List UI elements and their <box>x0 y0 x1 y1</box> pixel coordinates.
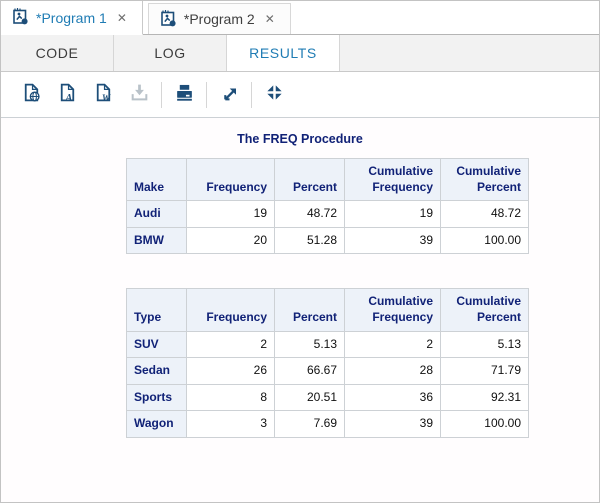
table-header-row: Type Frequency Percent Cumulative Freque… <box>126 288 529 332</box>
tab-program-1-close-icon[interactable]: ✕ <box>116 10 127 25</box>
tab-program-1[interactable]: *Program 1 ✕ <box>1 1 143 35</box>
row-header: Wagon <box>126 410 187 438</box>
cell-frequency: 19 <box>186 200 275 228</box>
cell-percent: 51.28 <box>274 226 345 255</box>
results-output-panel: The FREQ Procedure Make Frequency Percen… <box>1 118 599 502</box>
column-header: Type <box>126 288 187 332</box>
editor-subtab-bar: CODE LOG RESULTS <box>1 35 599 72</box>
tab-results[interactable]: RESULTS <box>227 35 340 71</box>
row-header: SUV <box>126 330 187 359</box>
cell-cumulative-percent: 92.31 <box>440 383 529 412</box>
download-results-word-icon: W <box>93 82 114 108</box>
tab-program-1-label: *Program 1 <box>36 9 107 26</box>
cell-percent: 7.69 <box>274 410 345 438</box>
cell-cumulative-frequency: 19 <box>344 200 441 228</box>
column-header: Frequency <box>186 157 275 202</box>
cell-percent: 48.72 <box>274 200 345 228</box>
column-header: Cumulative Percent <box>440 288 529 332</box>
cell-cumulative-percent: 48.72 <box>440 200 529 228</box>
tab-program-2[interactable]: *Program 2 ✕ <box>147 3 291 34</box>
cell-cumulative-percent: 5.13 <box>440 330 529 359</box>
row-header: Audi <box>126 200 187 228</box>
tab-code[interactable]: CODE <box>1 35 114 71</box>
table-row: Sedan 26 66.67 28 71.79 <box>126 357 529 385</box>
shrink-view-icon <box>264 82 285 108</box>
tab-log[interactable]: LOG <box>114 35 227 71</box>
cell-cumulative-frequency: 36 <box>344 383 441 412</box>
table-row: BMW 20 51.28 39 100.00 <box>126 226 529 255</box>
program-tab-bar: *Program 1 ✕ *Program 2 ✕ <box>1 1 599 35</box>
toolbar-separator <box>251 81 252 108</box>
svg-text:A: A <box>64 92 72 102</box>
cell-frequency: 20 <box>186 226 275 255</box>
row-header: Sedan <box>126 357 187 385</box>
tab-bar-spacer <box>291 1 599 34</box>
table-row: SUV 2 5.13 2 5.13 <box>126 330 529 359</box>
cell-percent: 5.13 <box>274 330 345 359</box>
cell-frequency: 2 <box>186 330 275 359</box>
procedure-title: The FREQ Procedure <box>237 132 363 146</box>
cell-percent: 20.51 <box>274 383 345 412</box>
download-icon <box>129 82 150 108</box>
download-results-word-button[interactable]: W <box>85 79 121 111</box>
cell-cumulative-frequency: 2 <box>344 330 441 359</box>
column-header: Cumulative Percent <box>440 157 529 202</box>
cell-cumulative-percent: 100.00 <box>440 226 529 255</box>
open-in-new-tab-icon <box>219 82 240 108</box>
download-results-html-icon <box>21 82 42 108</box>
cell-percent: 66.67 <box>274 357 345 385</box>
cell-frequency: 3 <box>186 410 275 438</box>
table-header-row: Make Frequency Percent Cumulative Freque… <box>126 157 529 202</box>
shrink-view-button[interactable] <box>256 79 292 111</box>
freq-table-make: Make Frequency Percent Cumulative Freque… <box>126 157 529 255</box>
results-toolbar: A W <box>1 72 599 118</box>
download-results-pdf-icon: A <box>57 82 78 108</box>
download-results-html-button[interactable] <box>13 79 49 111</box>
print-icon <box>174 82 195 108</box>
column-header: Frequency <box>186 288 275 332</box>
column-header: Percent <box>274 288 345 332</box>
column-header: Percent <box>274 157 345 202</box>
cell-frequency: 26 <box>186 357 275 385</box>
toolbar-separator <box>206 81 207 108</box>
print-button[interactable] <box>166 79 202 111</box>
row-header: BMW <box>126 226 187 255</box>
download-button-disabled <box>121 79 157 111</box>
toolbar-separator <box>161 81 162 108</box>
program-file-icon <box>159 9 177 30</box>
open-in-new-tab-button[interactable] <box>211 79 247 111</box>
table-row: Wagon 3 7.69 39 100.00 <box>126 410 529 438</box>
cell-frequency: 8 <box>186 383 275 412</box>
download-results-pdf-button[interactable]: A <box>49 79 85 111</box>
table-row: Sports 8 20.51 36 92.31 <box>126 383 529 412</box>
column-header: Cumulative Frequency <box>344 157 441 202</box>
cell-cumulative-percent: 71.79 <box>440 357 529 385</box>
table-row: Audi 19 48.72 19 48.72 <box>126 200 529 228</box>
cell-cumulative-frequency: 28 <box>344 357 441 385</box>
freq-table-type: Type Frequency Percent Cumulative Freque… <box>126 288 529 438</box>
cell-cumulative-percent: 100.00 <box>440 410 529 438</box>
row-header: Sports <box>126 383 187 412</box>
program-file-icon <box>11 7 29 28</box>
column-header: Make <box>126 157 187 202</box>
cell-cumulative-frequency: 39 <box>344 226 441 255</box>
svg-text:W: W <box>101 93 110 102</box>
tab-program-2-close-icon[interactable]: ✕ <box>264 12 275 26</box>
cell-cumulative-frequency: 39 <box>344 410 441 438</box>
column-header: Cumulative Frequency <box>344 288 441 332</box>
tab-program-2-label: *Program 2 <box>183 11 255 27</box>
